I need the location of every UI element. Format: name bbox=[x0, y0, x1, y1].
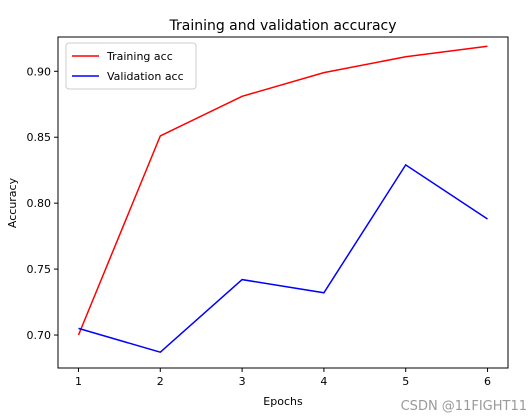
series-line-1 bbox=[78, 163, 488, 354]
legend-label-0: Training acc bbox=[106, 50, 173, 63]
y-axis-label: Accuracy bbox=[6, 177, 19, 228]
series-layer bbox=[77, 45, 488, 354]
x-tick-label: 1 bbox=[75, 375, 82, 388]
x-tick-label: 2 bbox=[157, 375, 164, 388]
y-tick-label: 0.70 bbox=[27, 329, 52, 342]
plot-frame bbox=[57, 36, 509, 369]
watermark: CSDN @11FIGHT11 bbox=[401, 399, 527, 414]
y-axis: 0.70 0.75 0.80 0.85 0.90 bbox=[27, 65, 58, 342]
legend-box bbox=[65, 42, 197, 90]
x-tick-label: 6 bbox=[484, 375, 491, 388]
y-tick-label: 0.85 bbox=[27, 131, 52, 144]
y-tick-label: 0.80 bbox=[27, 197, 52, 210]
series-line-0 bbox=[77, 45, 488, 336]
y-tick-label: 0.75 bbox=[27, 263, 52, 276]
y-tick-label: 0.90 bbox=[27, 65, 52, 78]
x-axis: 1 2 3 4 5 6 bbox=[75, 368, 491, 388]
x-axis-label: Epochs bbox=[263, 395, 303, 408]
chart-title: Training and validation accuracy bbox=[168, 18, 396, 34]
x-tick-label: 5 bbox=[402, 375, 409, 388]
x-tick-label: 4 bbox=[320, 375, 327, 388]
legend: Training acc Validation acc bbox=[65, 42, 197, 90]
legend-label-1: Validation acc bbox=[107, 70, 184, 83]
x-tick-label: 3 bbox=[239, 375, 246, 388]
